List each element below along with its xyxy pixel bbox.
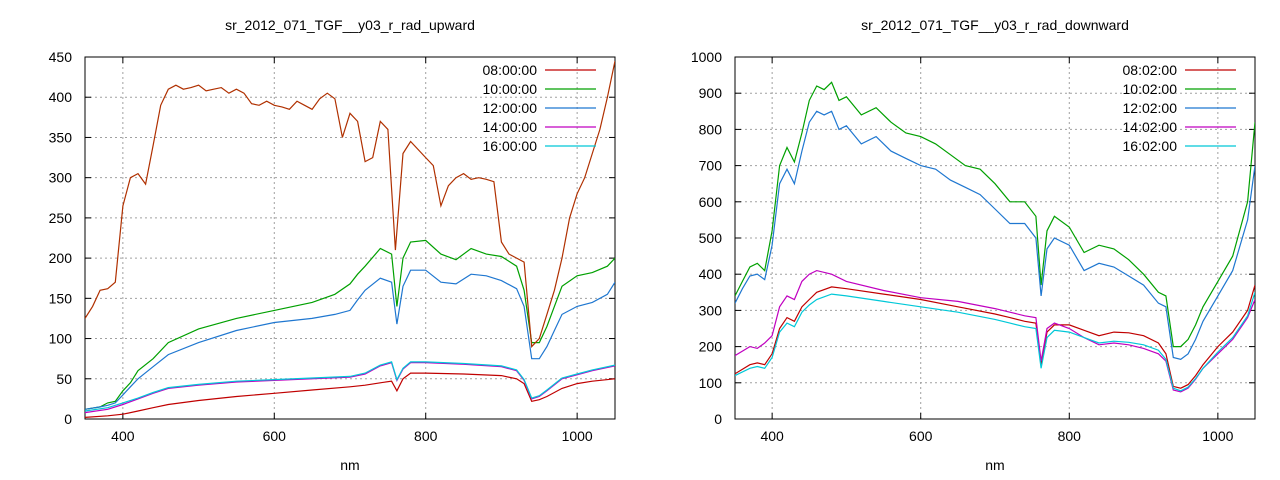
chart2-series-line-12:02:00 bbox=[735, 110, 1255, 360]
chart1-x-tick-label-1: 600 bbox=[263, 428, 287, 444]
chart2-series-line-10:02:00 bbox=[735, 81, 1255, 348]
chart1-series-line-10:00:00 bbox=[85, 239, 615, 410]
chart2-y-tick-label-10: 1000 bbox=[691, 49, 722, 65]
chart1-legend-label-2: 12:00:00 bbox=[483, 100, 538, 116]
chart1-y-tick-label-5: 250 bbox=[49, 210, 73, 226]
chart1-y-tick-label-3: 150 bbox=[49, 290, 73, 306]
chart1-y-tick-label-1: 50 bbox=[56, 371, 72, 387]
chart1-title: sr_2012_071_TGF__y03_r_rad_upward bbox=[225, 17, 475, 33]
chart1-y-tick-label-8: 400 bbox=[49, 89, 73, 105]
chart2-x-tick-label-2: 800 bbox=[1058, 428, 1082, 444]
chart2-x-tick-label-3: 1000 bbox=[1202, 428, 1233, 444]
chart1-x-tick-label-0: 400 bbox=[111, 428, 135, 444]
chart2-x-axis-label: nm bbox=[985, 457, 1004, 473]
chart2-y-tick-label-1: 100 bbox=[699, 375, 723, 391]
chart2-legend-label-4: 16:02:00 bbox=[1123, 138, 1178, 154]
chart1-series-line-12:00:00 bbox=[85, 269, 615, 410]
chart1-x-tick-label-2: 800 bbox=[414, 428, 438, 444]
chart2-title: sr_2012_071_TGF__y03_r_rad_downward bbox=[861, 17, 1129, 33]
chart2-y-tick-label-6: 600 bbox=[699, 194, 723, 210]
chart1-y-tick-label-7: 350 bbox=[49, 129, 73, 145]
chart2-y-tick-label-5: 500 bbox=[699, 230, 723, 246]
chart2-y-tick-label-3: 300 bbox=[699, 302, 723, 318]
chart2-legend-label-0: 08:02:00 bbox=[1123, 62, 1178, 78]
chart2-y-tick-label-0: 0 bbox=[714, 411, 722, 427]
chart1-legend-label-1: 10:00:00 bbox=[483, 81, 538, 97]
chart1-y-tick-label-6: 300 bbox=[49, 170, 73, 186]
chart2-legend-label-1: 10:02:00 bbox=[1123, 81, 1178, 97]
chart2-y-tick-label-9: 900 bbox=[699, 85, 723, 101]
chart2-series-line-08:02:00 bbox=[735, 284, 1255, 389]
chart2-legend-label-2: 12:02:00 bbox=[1123, 100, 1178, 116]
chart2-series-line-14:02:00 bbox=[735, 269, 1255, 393]
chart2-x-tick-label-0: 400 bbox=[760, 428, 784, 444]
chart1-y-tick-label-0: 0 bbox=[64, 411, 72, 427]
chart1-y-tick-label-4: 200 bbox=[49, 250, 73, 266]
chart2-y-tick-label-4: 400 bbox=[699, 266, 723, 282]
chart1-legend-label-4: 16:00:00 bbox=[483, 138, 538, 154]
chart1-series-line-16:00:00 bbox=[85, 361, 615, 412]
chart1-x-tick-label-3: 1000 bbox=[562, 428, 593, 444]
chart1-y-tick-label-2: 100 bbox=[49, 331, 73, 347]
chart2-series-line-16:02:00 bbox=[735, 292, 1255, 392]
chart2-y-tick-label-8: 800 bbox=[699, 121, 723, 137]
chart1-plot-frame bbox=[84, 56, 616, 420]
chart1-series-line-unnamed-5 bbox=[85, 60, 615, 348]
chart2-legend-label-3: 14:02:00 bbox=[1123, 119, 1178, 135]
chart1-y-tick-label-9: 450 bbox=[49, 49, 73, 65]
chart1-x-axis-label: nm bbox=[340, 457, 359, 473]
chart2-y-tick-label-2: 200 bbox=[699, 339, 723, 355]
chart1-legend-label-0: 08:00:00 bbox=[483, 62, 538, 78]
chart2-x-tick-label-1: 600 bbox=[909, 428, 933, 444]
chart1-series-line-08:00:00 bbox=[85, 372, 615, 418]
chart2-y-tick-label-7: 700 bbox=[699, 158, 723, 174]
chart1-legend-label-3: 14:00:00 bbox=[483, 119, 538, 135]
